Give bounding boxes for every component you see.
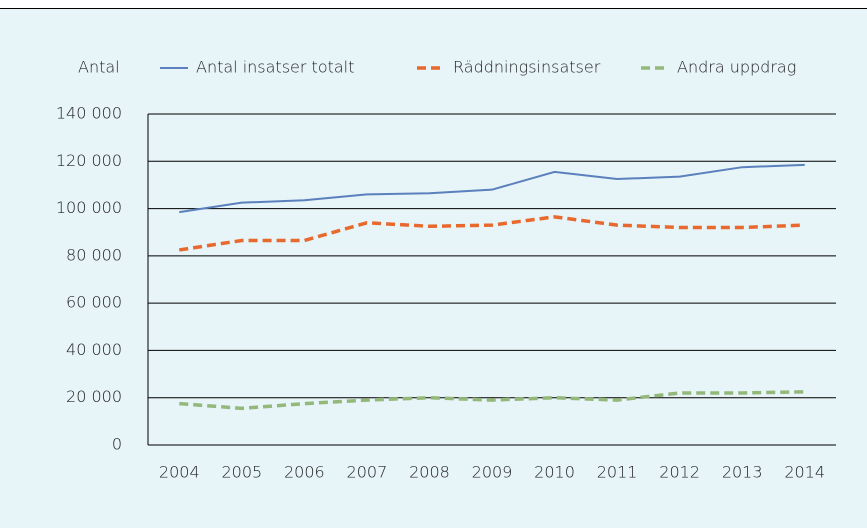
x-tick-label: 2007 [347,463,388,482]
x-tick-label: 2014 [784,463,825,482]
y-tick-label: 120 000 [56,151,122,170]
y-tick-label: 60 000 [66,293,122,312]
x-tick-label: 2006 [284,463,325,482]
series-line [179,390,805,411]
x-tick-label: 2010 [534,463,575,482]
legend-label: Andra uppdrag [677,58,796,77]
series-line [179,215,805,252]
legend-label: Antal insatser totalt [196,58,354,77]
y-tick-label: 100 000 [56,198,122,217]
x-tick-label: 2013 [722,463,763,482]
x-tick-label: 2008 [409,463,450,482]
y-tick-label: 0 [112,435,122,454]
y-tick-label: 140 000 [56,104,122,123]
y-tick-label: 20 000 [66,387,122,406]
y-tick-label: 80 000 [66,245,122,264]
x-tick-label: 2011 [597,463,638,482]
x-tick-label: 2009 [472,463,513,482]
x-tick-label: 2004 [159,463,200,482]
x-tick-label: 2012 [659,463,700,482]
background [0,9,867,528]
x-tick-label: 2005 [221,463,262,482]
y-axis-label: Antal [78,58,120,77]
legend-label: Räddningsinsatser [453,58,601,77]
series-line [179,163,805,214]
y-tick-label: 40 000 [66,340,122,359]
